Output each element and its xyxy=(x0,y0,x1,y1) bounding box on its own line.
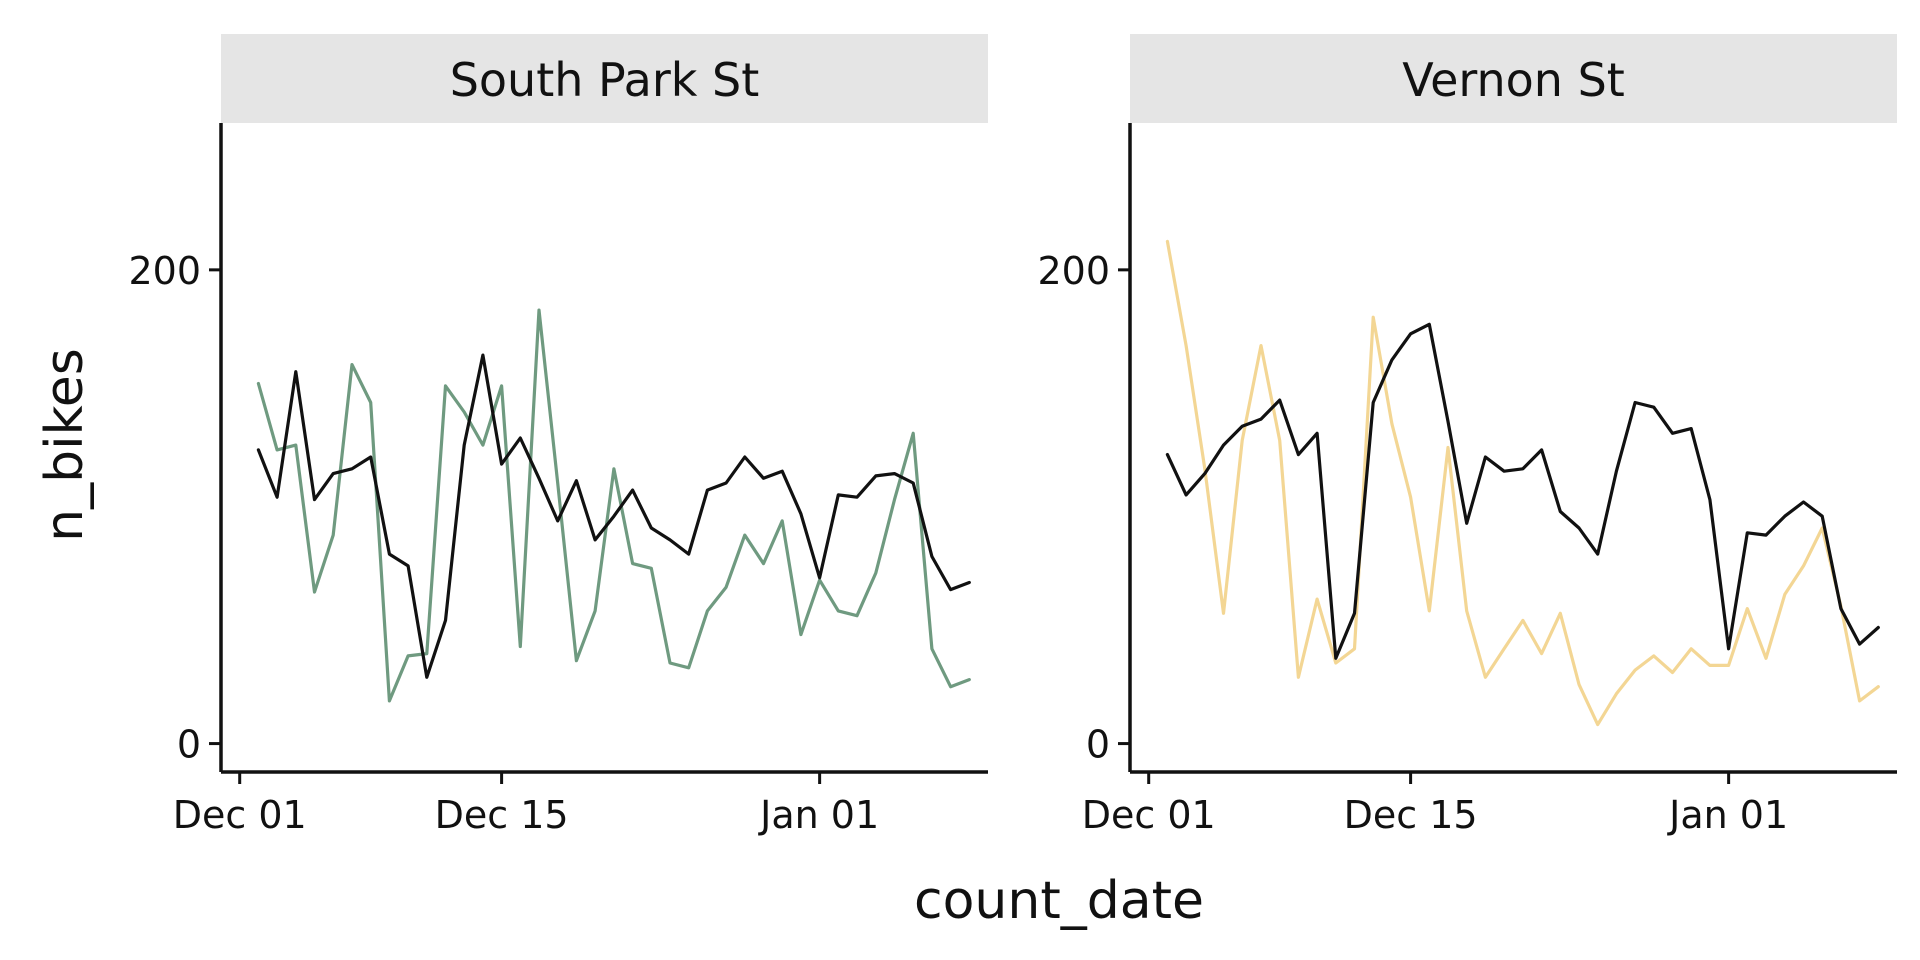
series-line-1 xyxy=(256,308,971,703)
x-tick-label: Dec 15 xyxy=(435,793,569,837)
axis-layer: 0 200 Dec 01 Dec 15 Jan 01 xyxy=(128,123,988,837)
y-tick-label: 0 xyxy=(177,723,201,767)
series-layer xyxy=(256,308,971,703)
x-axis-title: count_date xyxy=(914,871,1204,931)
y-tick-label: 0 xyxy=(1086,723,1110,767)
y-axis-title: n_bikes xyxy=(35,348,95,542)
facet-strip-label: Vernon St xyxy=(1402,53,1625,107)
x-tick-label: Jan 01 xyxy=(1667,793,1788,837)
facet-strip xyxy=(1130,34,1897,123)
series-layer xyxy=(1165,239,1880,727)
x-tick-label: Jan 01 xyxy=(758,793,879,837)
series-line-2 xyxy=(1165,322,1880,660)
x-tick-label: Dec 15 xyxy=(1344,793,1478,837)
series-line-1 xyxy=(1165,239,1880,727)
facet-strip-label: South Park St xyxy=(450,53,760,107)
facet-strip xyxy=(221,34,988,123)
series-line-2 xyxy=(256,353,971,679)
panel-south-park-st: South Park St 0 200 Dec 01 Dec 15 Jan 01 xyxy=(128,34,988,837)
x-tick-label: Dec 01 xyxy=(1082,793,1216,837)
x-tick-label: Dec 01 xyxy=(173,793,307,837)
panel-vernon-st: Vernon St 0 200 Dec 01 Dec 15 Jan 01 xyxy=(1037,34,1897,837)
axis-layer: 0 200 Dec 01 Dec 15 Jan 01 xyxy=(1037,123,1897,837)
y-tick-label: 200 xyxy=(128,249,201,293)
y-tick-label: 200 xyxy=(1037,249,1110,293)
